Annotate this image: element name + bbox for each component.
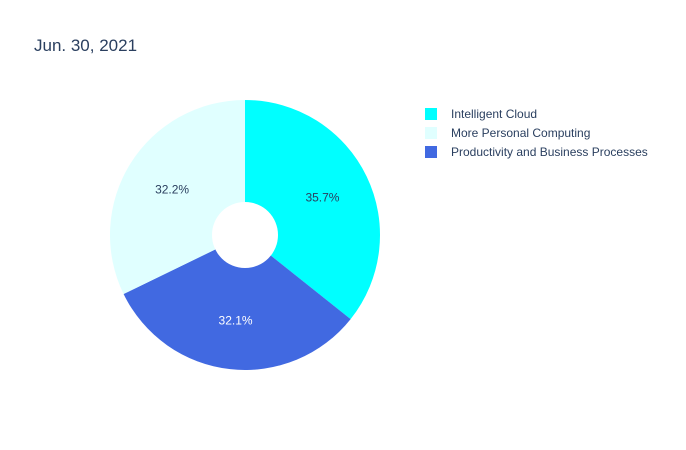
legend: Intelligent Cloud More Personal Computing… [425,107,648,159]
pie-slice[interactable] [245,100,380,320]
legend-swatch [425,127,437,139]
legend-item[interactable]: More Personal Computing [425,126,590,140]
pie-slices [110,100,380,371]
legend-item[interactable]: Productivity and Business Processes [425,145,648,159]
legend-item[interactable]: Intelligent Cloud [425,107,537,121]
slice-percent-label: 32.2% [155,182,189,196]
legend-swatch [425,108,437,120]
legend-label: Intelligent Cloud [451,107,537,121]
pie-hole [212,202,278,268]
slice-labels: 35.7% 32.1% 32.2% [155,182,340,327]
slice-percent-label: 32.1% [219,313,253,327]
pie-slice[interactable] [110,100,245,295]
pie-slice[interactable] [123,235,351,371]
slice-percent-label: 35.7% [305,191,339,205]
legend-label: More Personal Computing [451,126,590,140]
legend-swatch [425,146,437,158]
legend-label: Productivity and Business Processes [451,145,648,159]
chart-title: Jun. 30, 2021 [34,36,137,55]
